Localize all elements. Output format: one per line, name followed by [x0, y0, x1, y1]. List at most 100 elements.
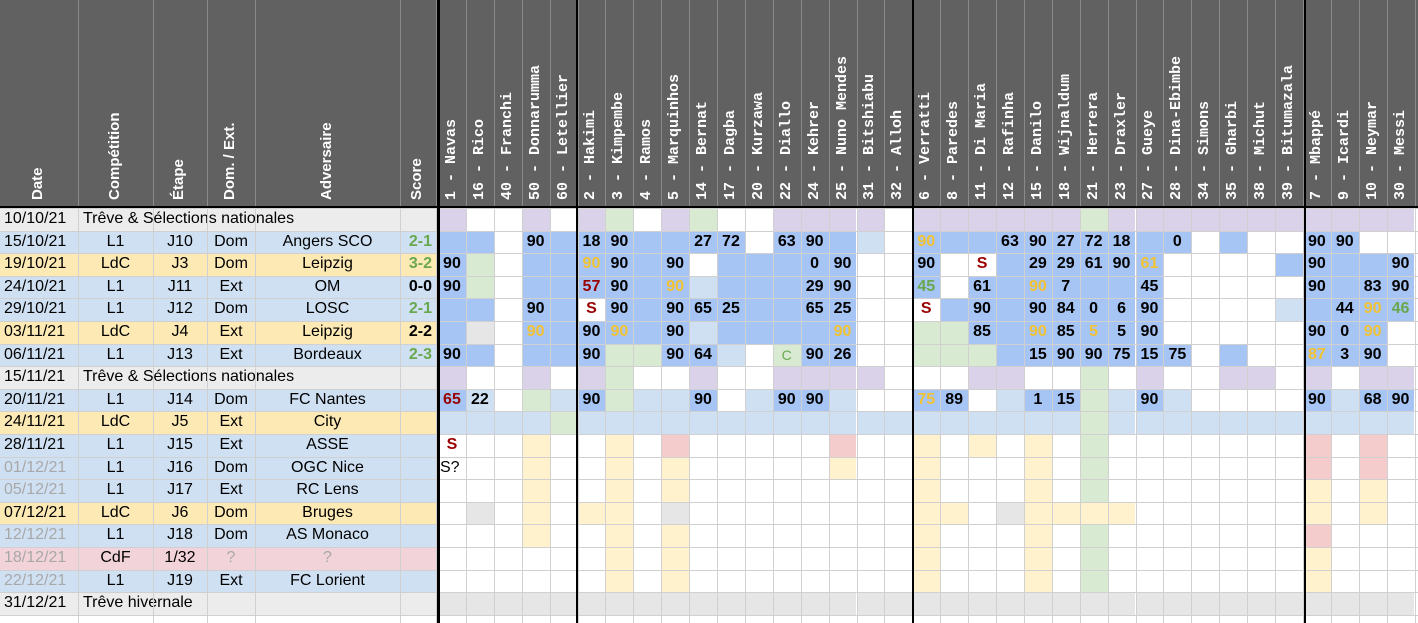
- cell-comp[interactable]: L1: [106, 481, 125, 499]
- player-cell[interactable]: [661, 208, 690, 231]
- column-header[interactable]: Score: [408, 158, 425, 200]
- player-cell[interactable]: [996, 366, 1024, 389]
- cell-score[interactable]: [400, 479, 432, 502]
- player-cell[interactable]: 45: [1135, 275, 1164, 299]
- player-cell[interactable]: 72: [1079, 230, 1108, 254]
- player-cell[interactable]: 90: [968, 298, 996, 321]
- cell-date[interactable]: 12/12/21: [4, 526, 67, 544]
- player-cell[interactable]: 90: [1358, 298, 1387, 321]
- player-header[interactable]: 1 - Navas: [442, 118, 460, 200]
- player-cell[interactable]: 68: [1358, 388, 1387, 412]
- player-cell[interactable]: [1275, 208, 1303, 231]
- player-cell[interactable]: [772, 253, 801, 276]
- player-cell[interactable]: 85: [968, 321, 996, 344]
- player-cell[interactable]: [940, 208, 969, 231]
- player-cell[interactable]: [1219, 230, 1248, 254]
- player-cell[interactable]: [438, 366, 466, 389]
- player-cell[interactable]: [912, 501, 941, 525]
- player-cell[interactable]: [996, 501, 1024, 525]
- player-cell[interactable]: 90: [1302, 388, 1331, 412]
- player-header[interactable]: 18 - Wijnaldum: [1056, 73, 1074, 200]
- player-cell[interactable]: [1358, 456, 1387, 480]
- player-cell[interactable]: [940, 592, 969, 615]
- player-cell[interactable]: 90: [1302, 253, 1331, 276]
- player-cell[interactable]: [800, 592, 829, 615]
- cell-adv[interactable]: OGC Nice: [291, 458, 364, 476]
- player-cell[interactable]: [940, 343, 969, 367]
- player-cell[interactable]: [1302, 411, 1331, 434]
- cell-adv[interactable]: Leipzig: [302, 323, 353, 340]
- cell-comp[interactable]: L1: [106, 458, 125, 476]
- player-cell[interactable]: 57: [577, 275, 606, 299]
- cell-comp[interactable]: L1: [106, 232, 125, 250]
- player-cell[interactable]: [633, 230, 662, 254]
- player-cell[interactable]: 75: [1107, 343, 1136, 367]
- player-header[interactable]: 12 - Rafinha: [1000, 91, 1018, 200]
- player-cell[interactable]: [1247, 592, 1275, 615]
- player-cell[interactable]: [828, 230, 857, 254]
- player-cell[interactable]: [661, 547, 690, 570]
- player-cell[interactable]: [717, 253, 745, 276]
- player-cell[interactable]: [828, 592, 857, 615]
- player-cell[interactable]: [661, 501, 690, 525]
- player-cell[interactable]: [465, 253, 494, 276]
- player-cell[interactable]: [605, 547, 634, 570]
- player-header[interactable]: 22 - Diallo: [777, 100, 795, 200]
- player-cell[interactable]: [996, 253, 1024, 276]
- player-cell[interactable]: [912, 321, 941, 344]
- player-cell[interactable]: [1107, 208, 1136, 231]
- player-cell[interactable]: [1079, 366, 1108, 389]
- player-cell[interactable]: 85: [1051, 321, 1080, 344]
- player-cell[interactable]: 90: [521, 230, 550, 254]
- player-cell[interactable]: [605, 524, 634, 547]
- cell-score[interactable]: [400, 389, 432, 412]
- player-cell[interactable]: [1219, 592, 1248, 615]
- cell-score[interactable]: 2-1: [408, 300, 432, 318]
- cell-date[interactable]: 24/11/21: [4, 413, 66, 431]
- player-cell[interactable]: [1023, 501, 1052, 525]
- player-cell[interactable]: [577, 592, 606, 615]
- player-cell[interactable]: 0: [1163, 230, 1192, 254]
- player-cell[interactable]: [549, 230, 578, 254]
- player-cell[interactable]: [1191, 208, 1220, 231]
- cell-dom[interactable]: Ext: [219, 345, 243, 363]
- player-cell[interactable]: [465, 230, 494, 254]
- player-cell[interactable]: [438, 208, 466, 231]
- player-cell[interactable]: 90: [605, 298, 634, 321]
- player-cell[interactable]: [800, 208, 829, 231]
- player-cell[interactable]: 6: [1107, 298, 1136, 321]
- player-cell[interactable]: [493, 592, 522, 615]
- player-cell[interactable]: [1079, 411, 1108, 434]
- player-cell[interactable]: [1163, 592, 1192, 615]
- cell-comp[interactable]: L1: [106, 345, 125, 363]
- player-header[interactable]: 28 - Dina-Ebimbe: [1168, 55, 1186, 200]
- player-cell[interactable]: [1191, 592, 1220, 615]
- player-cell[interactable]: [577, 366, 606, 389]
- cell-comp[interactable]: L1: [106, 526, 125, 544]
- cell-date[interactable]: 19/10/21: [4, 255, 67, 273]
- player-cell[interactable]: [1302, 298, 1331, 321]
- cell-date[interactable]: 31/12/21: [4, 594, 67, 612]
- player-cell[interactable]: [1275, 253, 1303, 276]
- player-cell[interactable]: [1302, 208, 1331, 231]
- player-cell[interactable]: 87: [1302, 343, 1331, 367]
- player-cell[interactable]: [1079, 501, 1108, 525]
- player-cell[interactable]: 65: [438, 388, 466, 412]
- player-cell[interactable]: [884, 592, 913, 615]
- player-cell[interactable]: 90: [438, 275, 466, 299]
- player-cell[interactable]: [521, 524, 550, 547]
- player-header[interactable]: 35 - Gharbi: [1224, 100, 1242, 200]
- player-cell[interactable]: [996, 411, 1024, 434]
- player-cell[interactable]: 0: [1330, 321, 1359, 344]
- player-cell[interactable]: [1386, 592, 1415, 615]
- player-cell[interactable]: [912, 547, 941, 570]
- player-cell[interactable]: [1330, 411, 1359, 434]
- cell-etape[interactable]: J11: [167, 277, 193, 295]
- player-cell[interactable]: [1163, 208, 1192, 231]
- player-cell[interactable]: 0: [1079, 298, 1108, 321]
- player-cell[interactable]: 63: [996, 230, 1024, 254]
- player-cell[interactable]: [717, 411, 745, 434]
- player-cell[interactable]: [968, 592, 996, 615]
- player-cell[interactable]: [605, 411, 634, 434]
- player-cell[interactable]: [772, 321, 801, 344]
